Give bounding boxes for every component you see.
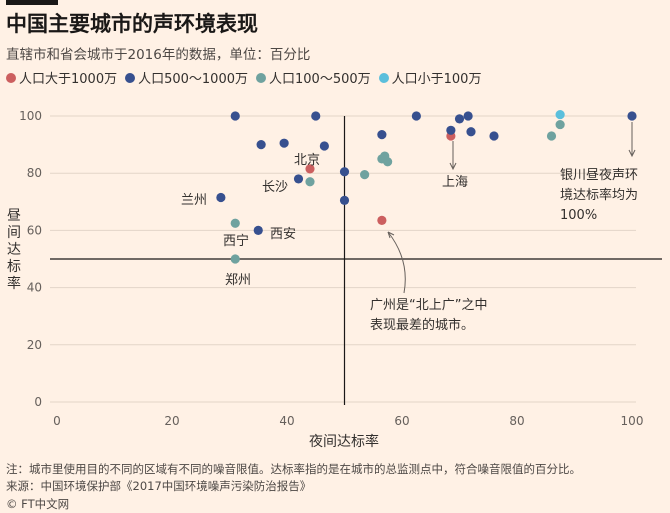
page-title: 中国主要城市的声环境表现 xyxy=(6,12,258,36)
legend-label: 人口大于1000万 xyxy=(19,72,118,87)
page-subtitle: 直辖市和省会城市于2016年的数据，单位：百分比 xyxy=(6,47,311,63)
annotation-arrowhead xyxy=(628,149,636,158)
data-point xyxy=(411,111,421,121)
data-point xyxy=(360,170,370,180)
x-tick-label: 0 xyxy=(53,414,61,428)
data-point xyxy=(339,167,350,177)
legend-item: 人口小于100万 xyxy=(378,68,482,87)
x-axis-label: 夜间达标率 xyxy=(309,433,379,450)
x-tick-label: 20 xyxy=(164,414,179,428)
data-point xyxy=(489,131,499,141)
data-point xyxy=(466,127,476,137)
annotation-text: 100% xyxy=(560,208,597,223)
legend-label: 人口小于100万 xyxy=(391,72,482,87)
y-axis-label-line: 达 xyxy=(7,242,21,258)
legend-label: 人口500～1000万 xyxy=(138,72,248,87)
data-point xyxy=(555,109,565,120)
legend-dot xyxy=(125,72,136,83)
data-point xyxy=(216,192,226,203)
y-tick-label: 80 xyxy=(27,166,42,180)
footnote-source: 来源：中国环境保护部《2017中国环境噪声污染防治报告》 xyxy=(6,479,312,493)
data-point xyxy=(339,195,350,205)
data-point xyxy=(377,129,387,140)
x-tick-label: 80 xyxy=(509,414,524,428)
x-tick-label: 100 xyxy=(621,414,644,428)
annotation-arrowhead xyxy=(449,162,457,171)
data-points xyxy=(216,109,637,264)
point-label: 西宁 xyxy=(223,233,249,249)
point-label: 北京 xyxy=(294,153,320,168)
legend-dot xyxy=(378,72,389,83)
y-axis-label-line: 标 xyxy=(7,259,21,275)
x-tick-label: 60 xyxy=(394,414,409,428)
y-tick-label: 20 xyxy=(27,338,42,352)
point-label: 兰州 xyxy=(181,193,207,208)
legend-dot xyxy=(6,72,16,83)
data-point xyxy=(311,111,321,121)
data-point xyxy=(253,225,263,235)
data-point xyxy=(230,218,240,228)
data-point xyxy=(463,111,473,121)
brand-credit: © FT中文网 xyxy=(6,497,70,511)
data-point xyxy=(256,140,266,150)
data-point xyxy=(377,215,387,225)
data-point xyxy=(454,114,465,124)
point-label: 西安 xyxy=(270,227,296,242)
y-tick-label: 60 xyxy=(27,223,42,237)
data-point xyxy=(305,177,315,187)
annotation-text: 广州是“北上广”之中 xyxy=(370,298,487,313)
y-tick-label: 100 xyxy=(19,109,42,123)
data-point xyxy=(383,157,393,167)
footnote-note: 注：城市里使用目的不同的区域有不同的噪音限值。达标率指的是在城市的总监测点中，符… xyxy=(6,462,581,476)
y-tick-label: 40 xyxy=(27,281,42,295)
data-point xyxy=(279,138,289,148)
data-point xyxy=(319,141,329,151)
y-axis-label-line: 间 xyxy=(7,225,21,241)
y-axis-label-line: 率 xyxy=(7,275,21,292)
legend: 人口大于1000万 人口500～1000万 人口100～500万 人口小于100… xyxy=(6,68,481,87)
legend-item: 人口500～1000万 xyxy=(125,68,248,87)
data-point xyxy=(627,111,637,121)
legend-item: 人口100～500万 xyxy=(256,68,371,87)
data-point xyxy=(305,164,315,174)
x-tick-label: 40 xyxy=(279,414,294,428)
point-label: 长沙 xyxy=(262,180,288,195)
annotation-text: 银川昼夜声环 xyxy=(560,168,638,183)
reference-lines xyxy=(50,116,662,405)
annotation-text: 境达标率均为 xyxy=(560,187,638,203)
data-point xyxy=(546,131,557,141)
data-point xyxy=(230,254,240,264)
legend-dot xyxy=(256,72,266,83)
y-axis-label-line: 昼 xyxy=(7,208,21,224)
data-point xyxy=(230,111,240,121)
point-label: 上海 xyxy=(442,175,468,190)
y-tick-label: 0 xyxy=(34,395,42,409)
footnotes: 注：城市里使用目的不同的区域有不同的噪音限值。达标率指的是在城市的总监测点中，符… xyxy=(6,461,581,495)
data-point xyxy=(446,125,456,135)
axis-ticks: 0 20 40 60 80 100 0 20 40 60 80 100 xyxy=(19,109,643,428)
data-point xyxy=(293,174,304,184)
annotation-text: 表现最差的城市。 xyxy=(370,317,474,333)
y-axis-label: 昼 间 达 标 率 xyxy=(7,208,21,292)
annotation-arrowhead xyxy=(387,231,395,239)
legend-label: 人口100～500万 xyxy=(269,72,371,87)
annotation-connector xyxy=(387,231,406,294)
point-label: 郑州 xyxy=(225,273,251,288)
legend-item: 人口大于1000万 xyxy=(6,68,117,87)
data-point xyxy=(555,119,565,130)
brand-bar xyxy=(6,0,58,5)
